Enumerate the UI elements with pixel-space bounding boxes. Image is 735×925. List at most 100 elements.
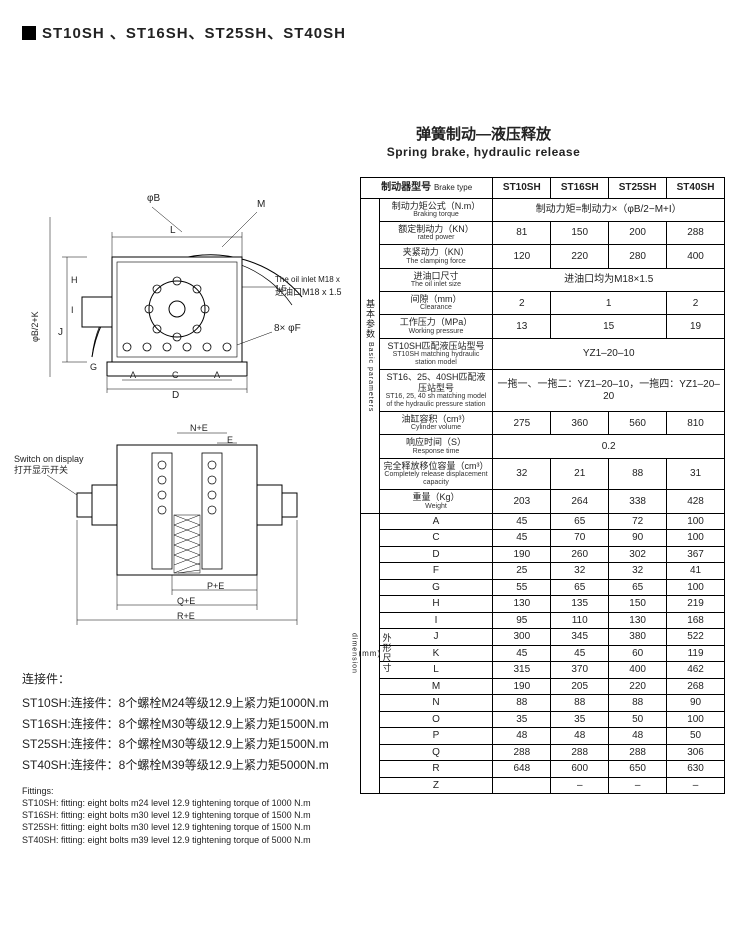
dim-value: –	[609, 777, 667, 794]
dim-value: 48	[609, 728, 667, 745]
param-value: 810	[667, 412, 725, 435]
param-value: 88	[609, 458, 667, 489]
dim-value: 648	[493, 761, 551, 778]
param-label: ST10SH匹配液压站型号ST10SH matching hydraulic s…	[379, 338, 493, 369]
param-value: 338	[609, 490, 667, 513]
label-E: E	[227, 435, 233, 445]
label-H: H	[71, 275, 78, 285]
dim-key: Z	[379, 777, 493, 794]
param-value: 21	[551, 458, 609, 489]
dim-key: O	[379, 711, 493, 728]
label-oil-cn: 进油口M18 x 1.5	[275, 285, 342, 298]
page-title: ST10SH 、ST16SH、ST25SH、ST40SH	[42, 22, 346, 43]
dim-value: 45	[493, 530, 551, 547]
param-label: 响应时间（S）Response time	[379, 435, 493, 458]
label-NE: N+E	[190, 423, 208, 433]
fittings-block: 连接件： ST10SH:连接件：8个螺栓M24等级12.9上紧力矩1000N.m…	[22, 669, 352, 846]
param-value: 1	[551, 292, 667, 315]
dim-value: 190	[493, 546, 551, 563]
label-A1: A	[130, 370, 136, 380]
param-value: 19	[667, 315, 725, 338]
dim-value: 190	[493, 678, 551, 695]
label-RE: R+E	[177, 611, 195, 621]
dim-value: –	[551, 777, 609, 794]
dim-value: 110	[551, 612, 609, 629]
dim-value: 522	[667, 629, 725, 646]
label-A2: A	[214, 370, 220, 380]
col-ST10SH: ST10SH	[493, 178, 551, 199]
param-label: ST16、25、40SH匹配液压站型号ST16, 25, 40 sh match…	[379, 370, 493, 412]
dim-key: G	[379, 579, 493, 596]
label-L: L	[170, 225, 176, 236]
side-view-drawing: N+E E Switch on display 打开显示开关 P+E Q+E R…	[22, 415, 352, 645]
dim-value: 367	[667, 546, 725, 563]
dim-value: 100	[667, 530, 725, 547]
dim-value: 130	[493, 596, 551, 613]
param-value: 120	[493, 245, 551, 268]
param-value: 进油口均为M18×1.5	[493, 268, 725, 291]
label-switch-cn: 打开显示开关	[14, 466, 68, 476]
param-value: 32	[493, 458, 551, 489]
dim-key: L	[379, 662, 493, 679]
dim-value: 130	[609, 612, 667, 629]
param-value: 81	[493, 221, 551, 244]
dim-value: 219	[667, 596, 725, 613]
dim-value: 72	[609, 513, 667, 530]
group-dims-label: 外形尺寸(mm)dimension	[361, 513, 380, 794]
dim-key: H	[379, 596, 493, 613]
label-G: G	[90, 362, 97, 372]
dim-key: D	[379, 546, 493, 563]
param-value: 264	[551, 490, 609, 513]
param-label: 制动力矩公式（N.m）Braking torque	[379, 198, 493, 221]
label-C: C	[172, 370, 179, 380]
dim-value: 100	[667, 513, 725, 530]
param-value: 360	[551, 412, 609, 435]
col-ST40SH: ST40SH	[667, 178, 725, 199]
col-ST16SH: ST16SH	[551, 178, 609, 199]
subtitle-en: Spring brake, hydraulic release	[242, 145, 725, 159]
dim-key: N	[379, 695, 493, 712]
param-value: 560	[609, 412, 667, 435]
param-label: 进油口尺寸The oil inlet size	[379, 268, 493, 291]
param-value: 一拖一、一拖二：YZ1–20–10，一拖四：YZ1–20–20	[493, 370, 725, 412]
dim-value: 35	[493, 711, 551, 728]
dim-value: 220	[609, 678, 667, 695]
dim-value: 45	[551, 645, 609, 662]
title-square-icon	[22, 26, 36, 40]
param-value: 200	[609, 221, 667, 244]
param-label: 间隙（mm）Clearance	[379, 292, 493, 315]
dim-value: 32	[609, 563, 667, 580]
dim-value: 65	[609, 579, 667, 596]
label-phiB: φB	[147, 193, 160, 204]
dim-value: 48	[493, 728, 551, 745]
dim-value: 288	[493, 744, 551, 761]
dim-value: 168	[667, 612, 725, 629]
fittings-line: ST10SH:连接件：8个螺栓M24等级12.9上紧力矩1000N.m	[22, 693, 352, 713]
dim-value: 345	[551, 629, 609, 646]
dim-value: 135	[551, 596, 609, 613]
subtitle-cn: 弹簧制动—液压释放	[242, 123, 725, 144]
param-value: 203	[493, 490, 551, 513]
label-D: D	[172, 390, 179, 401]
dim-key: Q	[379, 744, 493, 761]
dim-key: A	[379, 513, 493, 530]
dim-value: 119	[667, 645, 725, 662]
param-label: 额定制动力（KN）rated power	[379, 221, 493, 244]
label-QE: Q+E	[177, 596, 195, 606]
dim-value: 150	[609, 596, 667, 613]
param-value: YZ1–20–10	[493, 338, 725, 369]
param-value: 150	[551, 221, 609, 244]
dim-value: 380	[609, 629, 667, 646]
dim-value: 650	[609, 761, 667, 778]
fittings-line: ST25SH:连接件：8个螺栓M30等级12.9上紧力矩1500N.m	[22, 734, 352, 754]
dim-value: 50	[609, 711, 667, 728]
dim-value: 90	[667, 695, 725, 712]
fittings-heading-en: Fittings:	[22, 785, 352, 797]
col-ST25SH: ST25SH	[609, 178, 667, 199]
dim-value: 88	[551, 695, 609, 712]
group-basic-label: 基本参数 Basic parameters	[361, 198, 380, 513]
dim-key: J	[379, 629, 493, 646]
dim-value: 300	[493, 629, 551, 646]
fittings-heading-cn: 连接件：	[22, 669, 352, 689]
dim-value: –	[667, 777, 725, 794]
